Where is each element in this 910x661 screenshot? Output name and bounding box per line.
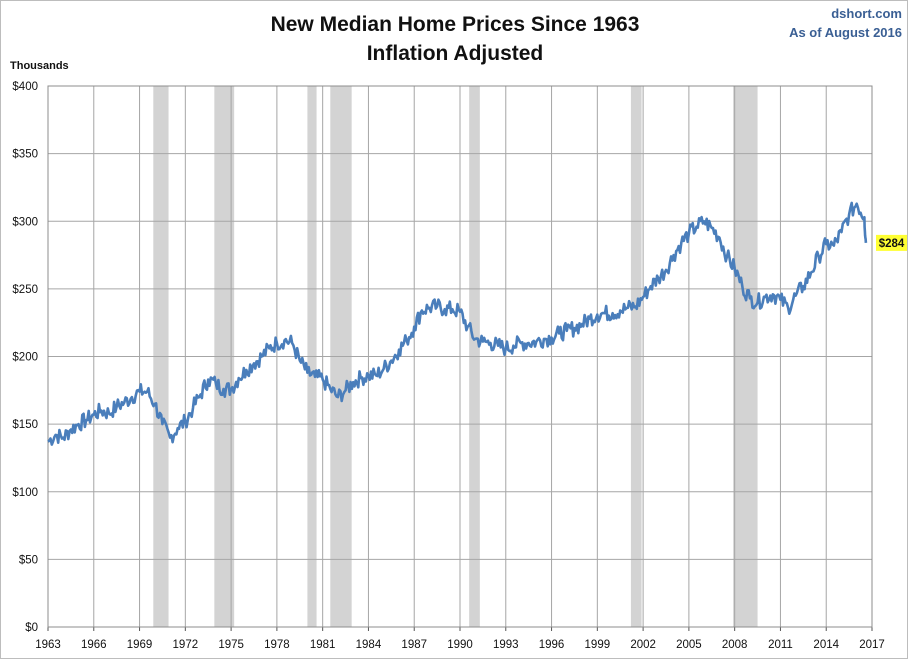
- x-tick-label: 1981: [310, 639, 336, 651]
- x-tick-label: 2017: [859, 639, 885, 651]
- y-tick-label: $150: [12, 419, 38, 431]
- y-tick-label: $50: [19, 554, 38, 566]
- x-tick-label: 1987: [401, 639, 427, 651]
- x-tick-label: 1975: [218, 639, 244, 651]
- x-tick-label: 2011: [768, 639, 793, 651]
- y-tick-label: $400: [12, 81, 38, 93]
- source-label: dshort.com: [831, 6, 902, 21]
- x-tick-label: 1999: [585, 639, 611, 651]
- y-tick-label: $350: [12, 149, 38, 161]
- x-tick-label: 2008: [722, 639, 748, 651]
- last-value-label: $284: [879, 238, 905, 250]
- y-tick-label: $100: [12, 487, 38, 499]
- x-tick-label: 1966: [81, 639, 107, 651]
- x-tick-label: 1972: [173, 639, 199, 651]
- as-of-label: As of August 2016: [789, 25, 902, 40]
- y-tick-label: $0: [25, 622, 38, 634]
- plot-area-border: [47, 85, 873, 628]
- x-tick-label: 1969: [127, 639, 153, 651]
- price-series-line: [47, 201, 868, 446]
- chart-title: New Median Home Prices Since 1963: [270, 13, 640, 36]
- x-tick-label: 1990: [447, 639, 473, 651]
- x-tick-label: 1978: [264, 639, 290, 651]
- x-tick-label: 1984: [356, 639, 382, 651]
- y-tick-label: $300: [12, 216, 38, 228]
- y-unit-label: Thousands: [10, 60, 69, 72]
- x-tick-label: 2005: [676, 639, 702, 651]
- chart-subtitle: Inflation Adjusted: [366, 42, 544, 65]
- x-tick-label: 2002: [630, 639, 656, 651]
- y-tick-label: $200: [12, 352, 38, 364]
- x-tick-label: 1993: [493, 639, 519, 651]
- x-tick-label: 1996: [539, 639, 565, 651]
- y-tick-label: $250: [12, 284, 38, 296]
- x-tick-label: 2014: [813, 639, 839, 651]
- last-value-callout-bg: [876, 234, 907, 251]
- x-tick-label: 1963: [35, 639, 61, 651]
